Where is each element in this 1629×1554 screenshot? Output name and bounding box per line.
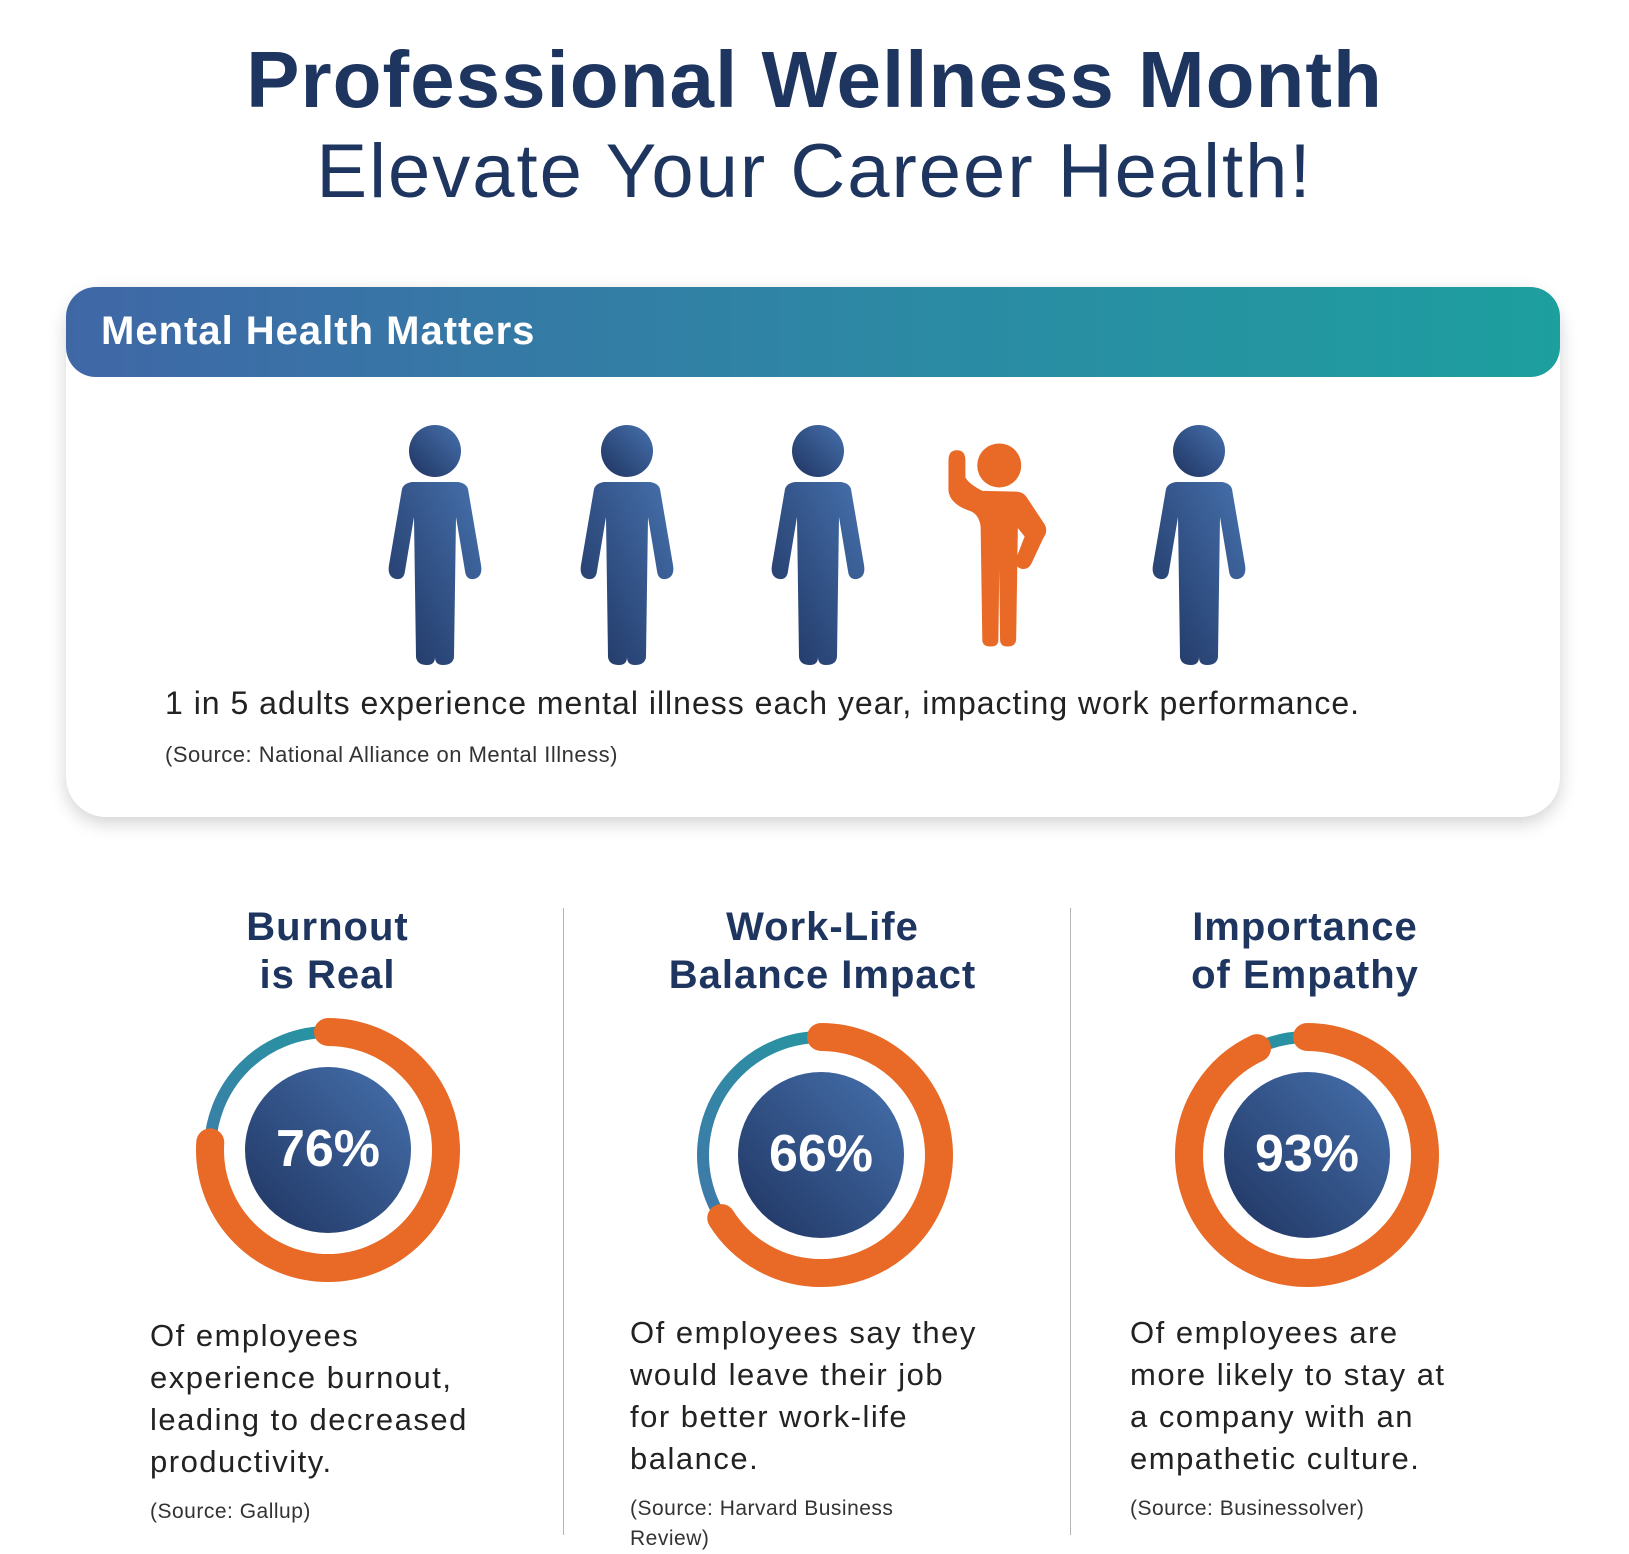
column-description: Of employees say they would leave their … [630,1315,977,1476]
column-divider [563,908,564,1535]
column-source: (Source: Businessolver) [1130,1497,1365,1520]
card-header: Mental Health Matters [66,287,1560,377]
column-description: Of employees are more likely to stay at … [1130,1315,1446,1476]
column-title: Burnout is Real [246,905,409,997]
column-source: (Source: Gallup) [150,1500,311,1523]
percent-label: 93% [1254,1125,1360,1183]
column-title: Importance of Empathy [1191,905,1419,997]
column-source: (Source: Harvard Business Review) [630,1497,894,1550]
donut-chart [1175,1023,1439,1287]
person-icon [763,425,873,665]
donut-chart [689,1023,953,1287]
column-divider [1070,908,1071,1535]
person-icon [572,425,682,665]
column-title: Work-Life Balance Impact [668,905,977,997]
page-title: Professional Wellness Month [246,35,1383,124]
person-icon [1144,425,1254,665]
card-title: Mental Health Matters [101,309,536,353]
mental-health-source: (Source: National Alliance on Mental Ill… [165,742,618,767]
column-description: Of employees experience burnout, leading… [150,1318,468,1479]
mental-health-card: Mental Health Matters [66,287,1560,817]
percent-label: 66% [768,1125,874,1183]
person-icon [380,425,490,665]
donut-chart [196,1018,460,1282]
page-subtitle: Elevate Your Career Health! [316,129,1313,214]
mental-health-statement: 1 in 5 adults experience mental illness … [165,685,1361,721]
person-waving-icon [948,443,1047,647]
percent-label: 76% [275,1120,381,1178]
